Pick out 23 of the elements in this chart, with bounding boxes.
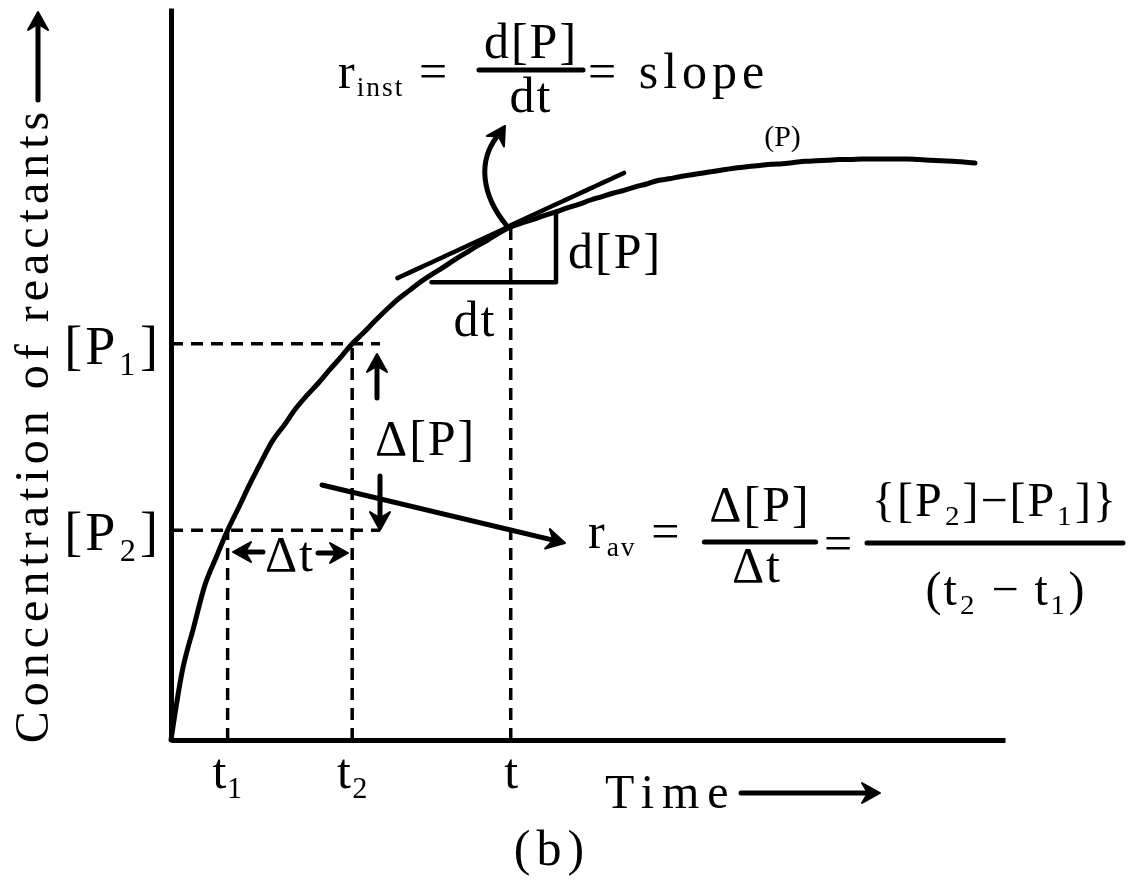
x-tick-label: t — [504, 742, 519, 799]
text: r$_{inst}$ = — [338, 43, 450, 103]
text: (b) — [513, 820, 591, 876]
text: dt — [509, 67, 553, 123]
annotation: {[P₂]−[P₁]} — [872, 473, 1118, 526]
annotation: Δt — [264, 526, 316, 582]
x-tick-label: t₁ — [212, 742, 244, 799]
annotation: = — [823, 515, 855, 571]
annotation: (t₂ − t₁) — [925, 562, 1087, 616]
series-label: (P) — [764, 118, 801, 153]
x-tick-label: t₂ — [337, 742, 369, 799]
y-axis-title: Concentration of reactants — [5, 106, 58, 744]
annotation: r$_{av}$ = — [588, 503, 682, 563]
text: = slope — [588, 43, 770, 99]
ref-line-label: [P₂] — [64, 502, 161, 563]
annotation: Δt — [731, 537, 783, 593]
annotation: Δ[P] — [709, 476, 811, 532]
text: d[P] — [483, 13, 579, 69]
ref-line-label: [P₁] — [64, 315, 161, 376]
x-axis-title: Time — [605, 765, 737, 818]
annotation: Δ[P] — [375, 410, 477, 466]
annotation: dt — [453, 291, 497, 347]
annotation: d[P] — [568, 223, 663, 279]
